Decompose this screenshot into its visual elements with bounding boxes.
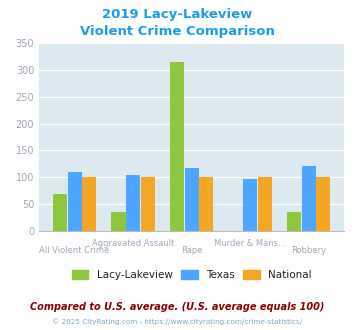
Text: Rape: Rape: [181, 246, 202, 255]
Bar: [258, 177, 272, 231]
Text: Aggravated Assault: Aggravated Assault: [92, 239, 174, 248]
Text: Compared to U.S. average. (U.S. average equals 100): Compared to U.S. average. (U.S. average …: [30, 302, 325, 312]
Text: © 2025 CityRating.com - https://www.cityrating.com/crime-statistics/: © 2025 CityRating.com - https://www.city…: [53, 318, 302, 325]
Bar: [111, 212, 126, 231]
Bar: [243, 179, 257, 231]
Text: All Violent Crime: All Violent Crime: [39, 246, 110, 255]
Bar: [126, 175, 140, 231]
Text: Violent Crime Comparison: Violent Crime Comparison: [80, 25, 275, 38]
Bar: [82, 177, 96, 231]
Text: 2019 Lacy-Lakeview: 2019 Lacy-Lakeview: [102, 8, 253, 21]
Bar: [141, 177, 155, 231]
Text: Robbery: Robbery: [291, 246, 326, 255]
Legend: Lacy-Lakeview, Texas, National: Lacy-Lakeview, Texas, National: [70, 268, 314, 282]
Bar: [316, 177, 331, 231]
Bar: [287, 212, 301, 231]
Bar: [53, 194, 67, 231]
Bar: [199, 177, 213, 231]
Bar: [302, 166, 316, 231]
Bar: [170, 62, 184, 231]
Bar: [67, 172, 82, 231]
Bar: [185, 168, 199, 231]
Text: Murder & Mans...: Murder & Mans...: [214, 239, 286, 248]
